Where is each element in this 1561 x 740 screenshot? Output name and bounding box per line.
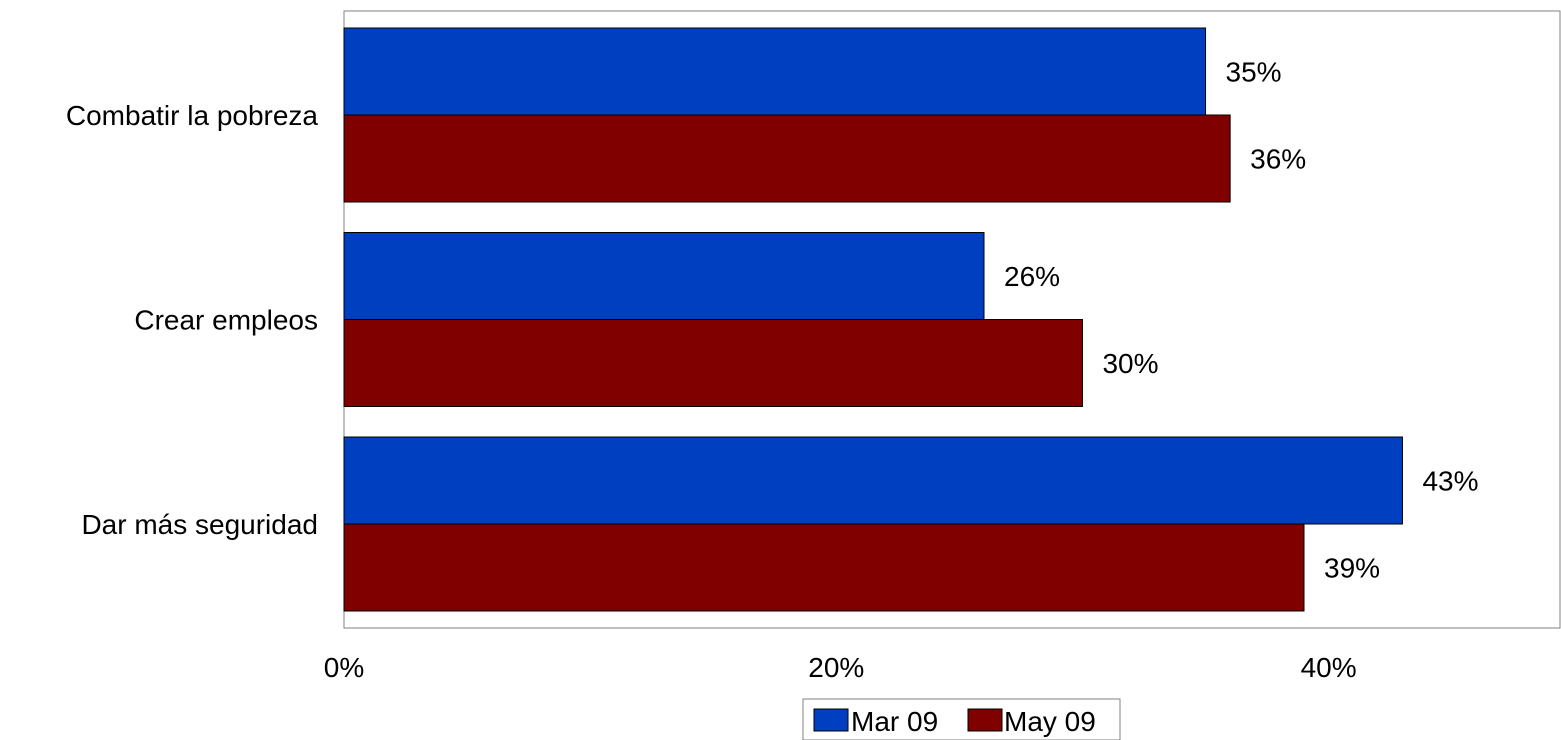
- value-label-mar-09-crear-empleos: 26%: [1004, 261, 1060, 292]
- category-label-combatir-la-pobreza: Combatir la pobreza: [66, 100, 319, 131]
- bar-mar-09-crear-empleos: [343, 232, 985, 320]
- x-tick-label-20: 20%: [808, 652, 864, 683]
- value-label-may-09-dar-más-seguridad: 39%: [1324, 553, 1380, 584]
- category-label-crear-empleos: Crear empleos: [134, 305, 318, 336]
- category-label-dar-más-seguridad: Dar más seguridad: [81, 509, 318, 540]
- legend-border: [802, 698, 1121, 740]
- bar-may-09-crear-empleos: [343, 319, 1083, 407]
- category-labels-group: Combatir la pobreza Crear empleos Dar más …: [66, 100, 319, 540]
- bar-mar-09-combatir-la-pobreza: [343, 27, 1207, 116]
- bar-may-09-combatir-la-pobreza: [343, 114, 1231, 203]
- bar-mar-09-dar-más-seguridad: [343, 436, 1403, 525]
- legend: Mar 09 May 09: [802, 698, 1121, 740]
- legend-swatch-may-09: [967, 708, 1003, 732]
- value-label-may-09-crear-empleos: 30%: [1102, 348, 1158, 379]
- x-tick-labels-group: 0% 20% 40%: [324, 652, 1357, 683]
- bars-group: [343, 27, 1403, 612]
- value-label-mar-09-combatir-la-pobreza: 35%: [1226, 57, 1282, 88]
- x-tick-label-40: 40%: [1301, 652, 1357, 683]
- value-labels-group: 35% 36% 26% 30% 43% 39%: [1004, 57, 1479, 584]
- value-label-may-09-combatir-la-pobreza: 36%: [1250, 144, 1306, 175]
- bar-may-09-dar-más-seguridad: [343, 523, 1305, 612]
- x-tick-label-0: 0%: [324, 652, 364, 683]
- legend-label-may-09: May 09: [1004, 706, 1096, 737]
- legend-swatch-mar-09: [813, 708, 849, 732]
- value-label-mar-09-dar-más-seguridad: 43%: [1422, 466, 1478, 497]
- legend-label-mar-09: Mar 09: [851, 706, 938, 737]
